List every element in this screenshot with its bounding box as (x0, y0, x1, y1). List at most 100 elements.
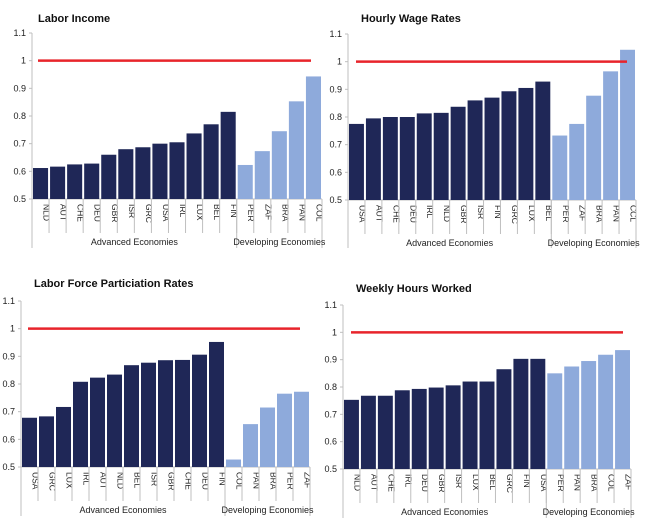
y-tick-label: 0.7 (13, 139, 26, 149)
x-tick-label: GRC (144, 204, 154, 223)
bar-nld (433, 112, 449, 200)
chart-title: Hourly Wage Rates (361, 13, 461, 25)
x-tick-label: AUT (374, 205, 384, 222)
bar-usa (152, 143, 168, 199)
y-tick-label: 0.6 (13, 166, 26, 176)
x-tick-label: CHE (391, 205, 401, 223)
y-tick-label: 1 (10, 324, 15, 334)
x-tick-label: FIN (218, 472, 228, 486)
bar-deu (399, 117, 415, 200)
bar-col (226, 459, 241, 467)
x-tick-label: FIN (522, 474, 532, 488)
bar-pan (243, 424, 258, 467)
bar-grc (135, 147, 151, 199)
bar-usa (530, 358, 546, 469)
chart-svg: Labor Income 0.5 0.6 0.7 0.8 0.9 1 1.1 NLD AUT CHE… (13, 13, 326, 248)
x-tick-label: BRA (269, 472, 279, 490)
bar-lux (56, 406, 71, 467)
chart-hourly-wage-rates: Hourly Wage Rates 0.5 0.6 0.7 0.8 0.9 1 1.1 USA A… (329, 0, 662, 262)
x-tick-label: USA (161, 204, 171, 222)
bar-gbr (428, 387, 444, 469)
chart-svg: Weekly Hours Worked 0.5 0.6 0.7 0.8 0.9 1 1.1 NL… (324, 283, 635, 518)
bar-per (277, 393, 292, 467)
x-tick-label: GRC (510, 205, 520, 224)
chart-title: Labor Income (38, 13, 110, 25)
bar-isr (118, 149, 134, 199)
x-tick-label: BEL (544, 205, 554, 221)
x-tick-label: PER (246, 204, 256, 221)
chart-title: Weekly Hours Worked (356, 283, 472, 295)
x-tick-label: IRL (178, 204, 188, 218)
x-tick-label: FIN (493, 205, 503, 219)
bar-lux (518, 87, 534, 200)
bar-irl (394, 390, 410, 469)
x-tick-label: LUX (195, 204, 205, 221)
y-tick-label: 1.1 (324, 300, 337, 310)
bar-fin (209, 341, 224, 467)
chart-labor-income: Labor Income 0.5 0.6 0.7 0.8 0.9 1 1.1 NLD AUT CHE… (0, 0, 331, 262)
chart-weekly-hours-worked: Weekly Hours Worked 0.5 0.6 0.7 0.8 0.9 1 1.1 NL… (324, 262, 662, 524)
y-tick-label: 0.7 (324, 409, 337, 419)
bar-grc (501, 91, 517, 200)
bar-bel (535, 81, 551, 200)
x-tick-label: CHE (386, 474, 396, 492)
y-tick-label: 0.5 (324, 464, 337, 474)
y-tick-label: 0.6 (2, 434, 15, 444)
y-tick-label: 1.1 (13, 28, 26, 38)
x-tick-label: USA (31, 472, 41, 490)
chart-svg: Hourly Wage Rates 0.5 0.6 0.7 0.8 0.9 1 1.1 USA A… (329, 13, 640, 248)
bar-nld (107, 374, 122, 467)
x-tick-label: LUX (471, 474, 481, 491)
y-tick-label: 0.7 (2, 407, 15, 417)
bar-isr (467, 100, 483, 200)
bar-usa (349, 123, 364, 200)
bar-irl (169, 142, 185, 199)
bar-zaf (615, 350, 630, 469)
bar-ccl (620, 49, 635, 200)
x-tick-label: NLD (116, 472, 126, 489)
bar-usa (22, 417, 37, 467)
x-tick-label: PER (286, 472, 296, 489)
x-tick-label: IRL (425, 205, 435, 219)
bar-deu (192, 354, 207, 467)
bar-bra (271, 131, 287, 199)
x-tick-label: ZAF (263, 204, 273, 220)
y-tick-label: 0.8 (2, 379, 15, 389)
bar-zaf (294, 391, 309, 467)
bar-grc (39, 416, 54, 467)
bar-nld (344, 399, 359, 469)
x-tick-label: BRA (280, 204, 290, 222)
bar-che (67, 164, 83, 199)
bar-che (382, 117, 398, 200)
x-tick-label: GBR (437, 474, 447, 492)
bar-isr (141, 362, 156, 467)
x-tick-label: DEU (420, 474, 430, 492)
x-tick-label: USA (357, 205, 367, 223)
x-tick-label: DEU (408, 205, 418, 223)
group-label: Developing Economies (221, 505, 314, 515)
x-tick-label: CHE (76, 204, 86, 222)
x-tick-label: DEU (93, 204, 103, 222)
x-tick-label: FIN (229, 204, 239, 218)
bar-irl (416, 113, 432, 200)
x-tick-label: GBR (167, 472, 177, 490)
bar-che (377, 395, 393, 469)
y-tick-label: 0.7 (329, 140, 342, 150)
bar-gbr (450, 106, 466, 200)
x-tick-label: ISR (454, 474, 464, 488)
x-tick-label: PAN (297, 204, 307, 221)
bar-col (305, 76, 321, 199)
y-tick-label: 1 (21, 56, 26, 66)
x-tick-label: DEU (201, 472, 211, 490)
bar-bra (586, 95, 602, 200)
bar-lux (186, 133, 202, 199)
chart-title: Labor Force Particiation Rates (34, 278, 194, 290)
x-tick-label: LUX (65, 472, 75, 489)
x-tick-label: BRA (595, 205, 605, 223)
x-tick-label: IRL (82, 472, 92, 486)
bar-lux (462, 381, 478, 469)
bar-isr (445, 385, 461, 469)
bar-per (547, 373, 563, 469)
bar-gbr (101, 154, 117, 199)
x-tick-label: IRL (403, 474, 413, 488)
